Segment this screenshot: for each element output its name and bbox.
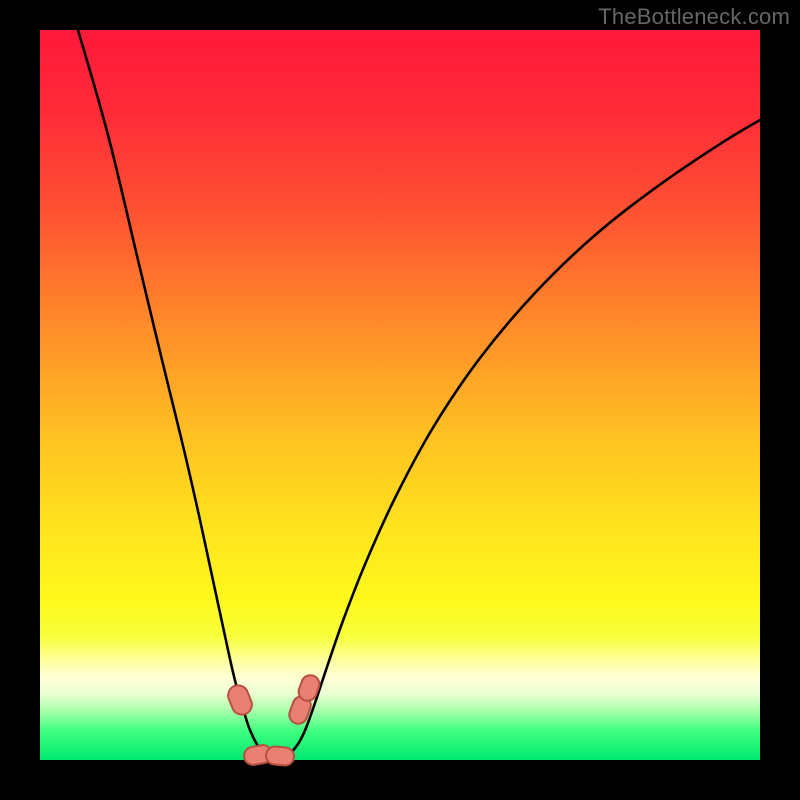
watermark-text: TheBottleneck.com (598, 4, 790, 30)
plot-area (40, 30, 760, 760)
chart-container: TheBottleneck.com (0, 0, 800, 800)
chart-svg (0, 0, 800, 800)
curve-marker (265, 746, 294, 766)
